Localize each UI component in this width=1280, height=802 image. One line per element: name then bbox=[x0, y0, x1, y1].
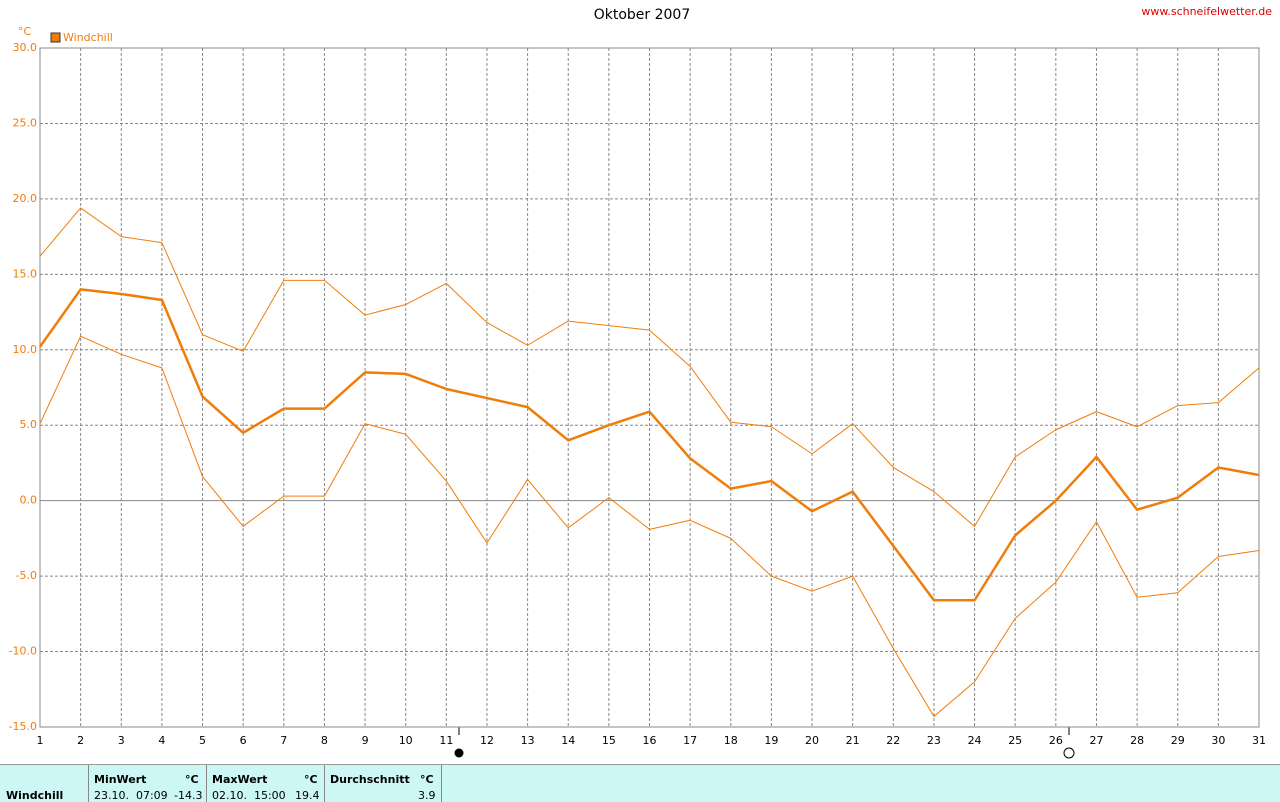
chart-title: Oktober 2007 bbox=[594, 7, 691, 23]
x-tick-label: 31 bbox=[1252, 734, 1266, 747]
x-tick-label: 29 bbox=[1171, 734, 1185, 747]
max-value: 19.4 bbox=[295, 789, 320, 802]
avg-header: Durchschnitt bbox=[330, 773, 410, 786]
y-tick-label: -5.0 bbox=[16, 569, 37, 582]
x-tick-label: 8 bbox=[321, 734, 328, 747]
line-series bbox=[39, 335, 1260, 717]
x-tick-label: 24 bbox=[968, 734, 982, 747]
stats-label: Windchill bbox=[6, 789, 64, 802]
source: www.schneifelwetter.de bbox=[1141, 5, 1272, 18]
new-moon-icon bbox=[454, 748, 464, 758]
x-tick-label: 9 bbox=[362, 734, 369, 747]
y-tick-label: 10.0 bbox=[13, 343, 38, 356]
y-tick-label: 15.0 bbox=[13, 267, 38, 280]
legend-label: Windchill bbox=[63, 31, 113, 44]
y-unit: °C bbox=[18, 25, 32, 38]
x-tick-label: 11 bbox=[439, 734, 453, 747]
line-series bbox=[38, 288, 1260, 602]
x-tick-label: 12 bbox=[480, 734, 494, 747]
min-unit: °C bbox=[185, 773, 199, 786]
x-tick-label: 17 bbox=[683, 734, 697, 747]
x-tick-label: 21 bbox=[846, 734, 860, 747]
stats-table: Windchill MinWert °C 23.10. 07:09 -14.3 … bbox=[0, 764, 1280, 802]
y-tick-label: 25.0 bbox=[13, 116, 38, 129]
max-unit: °C bbox=[304, 773, 318, 786]
y-tick-label: 0.0 bbox=[20, 494, 38, 507]
x-tick-label: 25 bbox=[1008, 734, 1022, 747]
legend-swatch bbox=[50, 32, 61, 43]
y-tick-label: 30.0 bbox=[13, 41, 38, 54]
x-tick-label: 3 bbox=[118, 734, 125, 747]
x-tick-label: 18 bbox=[724, 734, 738, 747]
y-tick-label: 20.0 bbox=[13, 192, 38, 205]
x-tick-label: 5 bbox=[199, 734, 206, 747]
x-tick-label: 16 bbox=[643, 734, 657, 747]
full-moon-icon bbox=[1063, 747, 1075, 759]
x-tick-label: 30 bbox=[1211, 734, 1225, 747]
x-tick-label: 7 bbox=[280, 734, 287, 747]
max-time: 02.10. 15:00 bbox=[212, 789, 286, 802]
x-tick-label: 20 bbox=[805, 734, 819, 747]
min-header: MinWert bbox=[94, 773, 147, 786]
x-tick-label: 10 bbox=[399, 734, 413, 747]
y-tick-label: -10.0 bbox=[9, 645, 37, 658]
y-tick-label: -15.0 bbox=[9, 720, 37, 733]
x-tick-label: 28 bbox=[1130, 734, 1144, 747]
x-tick-label: 19 bbox=[764, 734, 778, 747]
chart: Oktober 2007 www.schneifelwetter.de °C W… bbox=[9, 5, 1272, 759]
max-header: MaxWert bbox=[212, 773, 268, 786]
line-series bbox=[39, 207, 1260, 527]
y-tick-label: 5.0 bbox=[20, 418, 38, 431]
x-tick-label: 27 bbox=[1089, 734, 1103, 747]
x-tick-label: 4 bbox=[158, 734, 165, 747]
x-tick-label: 14 bbox=[561, 734, 575, 747]
x-tick-label: 6 bbox=[240, 734, 247, 747]
avg-value: 3.9 bbox=[418, 789, 436, 802]
avg-unit: °C bbox=[420, 773, 434, 786]
x-tick-label: 2 bbox=[77, 734, 84, 747]
x-tick-label: 1 bbox=[37, 734, 44, 747]
x-tick-label: 23 bbox=[927, 734, 941, 747]
x-tick-label: 15 bbox=[602, 734, 616, 747]
x-tick-label: 13 bbox=[521, 734, 535, 747]
min-time: 23.10. 07:09 bbox=[94, 789, 168, 802]
x-tick-label: 26 bbox=[1049, 734, 1063, 747]
x-tick-label: 22 bbox=[886, 734, 900, 747]
min-value: -14.3 bbox=[174, 789, 203, 802]
